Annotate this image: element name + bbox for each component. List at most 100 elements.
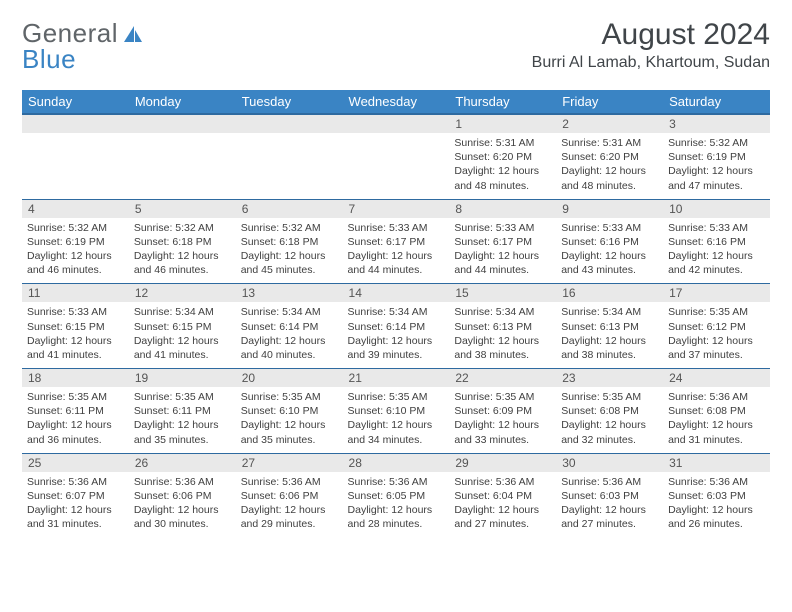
daylight-line: Daylight: 12 hours and 28 minutes. — [348, 503, 445, 531]
day-content: Sunrise: 5:35 AMSunset: 6:11 PMDaylight:… — [129, 387, 236, 453]
sunset-line: Sunset: 6:06 PM — [241, 489, 338, 503]
sunrise-line: Sunrise: 5:34 AM — [134, 305, 231, 319]
daylight-line: Daylight: 12 hours and 37 minutes. — [668, 334, 765, 362]
day-content: Sunrise: 5:36 AMSunset: 6:08 PMDaylight:… — [663, 387, 770, 453]
day-number: 4 — [22, 200, 129, 218]
sunset-line: Sunset: 6:19 PM — [27, 235, 124, 249]
day-number: 29 — [449, 454, 556, 472]
sunset-line: Sunset: 6:14 PM — [241, 320, 338, 334]
sunrise-line: Sunrise: 5:33 AM — [348, 221, 445, 235]
day-number: 30 — [556, 454, 663, 472]
sunrise-line: Sunrise: 5:31 AM — [454, 136, 551, 150]
day-number: 27 — [236, 454, 343, 472]
day-number: 20 — [236, 369, 343, 387]
sunrise-line: Sunrise: 5:34 AM — [348, 305, 445, 319]
day-content: Sunrise: 5:36 AMSunset: 6:06 PMDaylight:… — [236, 472, 343, 538]
day-number: 24 — [663, 369, 770, 387]
day-number: 2 — [556, 115, 663, 133]
day-content: Sunrise: 5:31 AMSunset: 6:20 PMDaylight:… — [556, 133, 663, 199]
sunrise-line: Sunrise: 5:36 AM — [668, 475, 765, 489]
day-number: 25 — [22, 454, 129, 472]
daylight-line: Daylight: 12 hours and 46 minutes. — [134, 249, 231, 277]
sunrise-line: Sunrise: 5:35 AM — [348, 390, 445, 404]
col-tuesday: Tuesday — [236, 90, 343, 114]
day-content: Sunrise: 5:35 AMSunset: 6:10 PMDaylight:… — [343, 387, 450, 453]
sunset-line: Sunset: 6:04 PM — [454, 489, 551, 503]
day-content — [22, 133, 129, 191]
calendar-cell: 17Sunrise: 5:35 AMSunset: 6:12 PMDayligh… — [663, 284, 770, 369]
calendar-row: 11Sunrise: 5:33 AMSunset: 6:15 PMDayligh… — [22, 284, 770, 369]
day-content: Sunrise: 5:32 AMSunset: 6:18 PMDaylight:… — [129, 218, 236, 284]
sunset-line: Sunset: 6:17 PM — [454, 235, 551, 249]
calendar-cell: 29Sunrise: 5:36 AMSunset: 6:04 PMDayligh… — [449, 453, 556, 537]
day-content: Sunrise: 5:36 AMSunset: 6:06 PMDaylight:… — [129, 472, 236, 538]
day-number — [129, 115, 236, 133]
sunset-line: Sunset: 6:07 PM — [27, 489, 124, 503]
calendar-cell — [236, 114, 343, 199]
sunset-line: Sunset: 6:11 PM — [134, 404, 231, 418]
sunrise-line: Sunrise: 5:32 AM — [27, 221, 124, 235]
daylight-line: Daylight: 12 hours and 38 minutes. — [561, 334, 658, 362]
daylight-line: Daylight: 12 hours and 29 minutes. — [241, 503, 338, 531]
sunrise-line: Sunrise: 5:34 AM — [241, 305, 338, 319]
calendar-cell: 16Sunrise: 5:34 AMSunset: 6:13 PMDayligh… — [556, 284, 663, 369]
calendar-cell: 6Sunrise: 5:32 AMSunset: 6:18 PMDaylight… — [236, 199, 343, 284]
daylight-line: Daylight: 12 hours and 35 minutes. — [134, 418, 231, 446]
sunrise-line: Sunrise: 5:35 AM — [134, 390, 231, 404]
daylight-line: Daylight: 12 hours and 43 minutes. — [561, 249, 658, 277]
day-number: 28 — [343, 454, 450, 472]
sunset-line: Sunset: 6:18 PM — [134, 235, 231, 249]
daylight-line: Daylight: 12 hours and 44 minutes. — [454, 249, 551, 277]
day-number: 8 — [449, 200, 556, 218]
daylight-line: Daylight: 12 hours and 34 minutes. — [348, 418, 445, 446]
day-content: Sunrise: 5:33 AMSunset: 6:17 PMDaylight:… — [449, 218, 556, 284]
day-number: 3 — [663, 115, 770, 133]
day-number: 21 — [343, 369, 450, 387]
day-number: 15 — [449, 284, 556, 302]
sunset-line: Sunset: 6:06 PM — [134, 489, 231, 503]
sunset-line: Sunset: 6:19 PM — [668, 150, 765, 164]
day-content: Sunrise: 5:35 AMSunset: 6:09 PMDaylight:… — [449, 387, 556, 453]
sunrise-line: Sunrise: 5:31 AM — [561, 136, 658, 150]
title-block: August 2024 Burri Al Lamab, Khartoum, Su… — [532, 18, 770, 72]
sunset-line: Sunset: 6:13 PM — [454, 320, 551, 334]
sunset-line: Sunset: 6:08 PM — [668, 404, 765, 418]
sunset-line: Sunset: 6:16 PM — [561, 235, 658, 249]
calendar-cell: 11Sunrise: 5:33 AMSunset: 6:15 PMDayligh… — [22, 284, 129, 369]
daylight-line: Daylight: 12 hours and 45 minutes. — [241, 249, 338, 277]
sail-icon — [122, 24, 144, 44]
day-number: 23 — [556, 369, 663, 387]
day-content: Sunrise: 5:35 AMSunset: 6:11 PMDaylight:… — [22, 387, 129, 453]
calendar-cell: 10Sunrise: 5:33 AMSunset: 6:16 PMDayligh… — [663, 199, 770, 284]
sunset-line: Sunset: 6:12 PM — [668, 320, 765, 334]
sunset-line: Sunset: 6:10 PM — [348, 404, 445, 418]
day-content — [343, 133, 450, 191]
calendar-cell: 5Sunrise: 5:32 AMSunset: 6:18 PMDaylight… — [129, 199, 236, 284]
sunset-line: Sunset: 6:15 PM — [27, 320, 124, 334]
day-content: Sunrise: 5:34 AMSunset: 6:14 PMDaylight:… — [343, 302, 450, 368]
calendar-cell: 27Sunrise: 5:36 AMSunset: 6:06 PMDayligh… — [236, 453, 343, 537]
calendar-cell: 2Sunrise: 5:31 AMSunset: 6:20 PMDaylight… — [556, 114, 663, 199]
day-content: Sunrise: 5:34 AMSunset: 6:13 PMDaylight:… — [556, 302, 663, 368]
day-number: 14 — [343, 284, 450, 302]
sunrise-line: Sunrise: 5:33 AM — [668, 221, 765, 235]
calendar-cell: 14Sunrise: 5:34 AMSunset: 6:14 PMDayligh… — [343, 284, 450, 369]
brand-part2: Blue — [22, 44, 76, 75]
sunset-line: Sunset: 6:20 PM — [454, 150, 551, 164]
daylight-line: Daylight: 12 hours and 26 minutes. — [668, 503, 765, 531]
sunrise-line: Sunrise: 5:35 AM — [454, 390, 551, 404]
day-number — [236, 115, 343, 133]
calendar-cell: 31Sunrise: 5:36 AMSunset: 6:03 PMDayligh… — [663, 453, 770, 537]
day-number: 31 — [663, 454, 770, 472]
calendar-cell: 25Sunrise: 5:36 AMSunset: 6:07 PMDayligh… — [22, 453, 129, 537]
calendar-cell: 1 Sunrise: 5:31 AMSunset: 6:20 PMDaylight… — [449, 114, 556, 199]
sunrise-line: Sunrise: 5:35 AM — [668, 305, 765, 319]
calendar-body: 1Sunrise: 5:31 AMSunset: 6:20 PMDaylight… — [22, 114, 770, 537]
day-number: 1 — [449, 115, 556, 133]
day-content: Sunrise: 5:33 AMSunset: 6:16 PMDaylight:… — [556, 218, 663, 284]
sunset-line: Sunset: 6:15 PM — [134, 320, 231, 334]
day-content: Sunrise: 5:32 AMSunset: 6:19 PMDaylight:… — [22, 218, 129, 284]
sunset-line: Sunset: 6:03 PM — [561, 489, 658, 503]
sunset-line: Sunset: 6:14 PM — [348, 320, 445, 334]
daylight-line: Daylight: 12 hours and 48 minutes. — [454, 164, 551, 192]
